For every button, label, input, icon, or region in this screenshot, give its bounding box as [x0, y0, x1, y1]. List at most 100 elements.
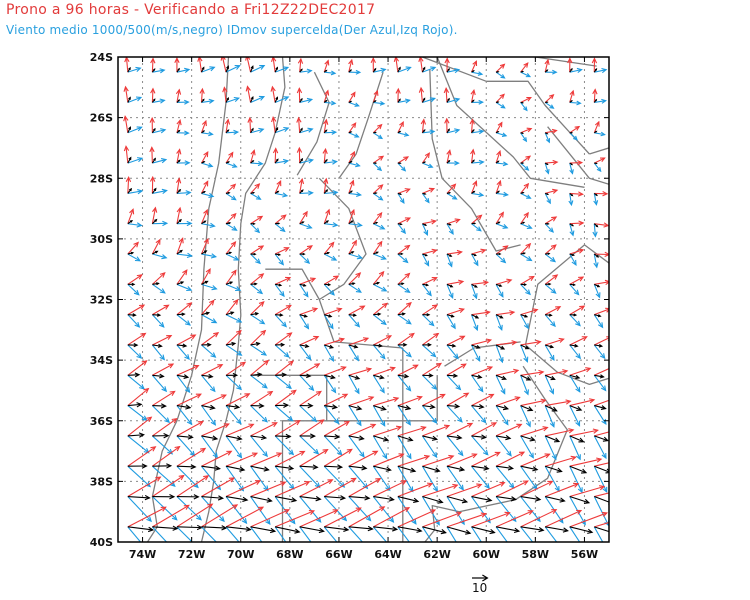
left-mover-vector-shaft [152, 363, 174, 376]
right-mover-vector-shaft [348, 465, 368, 489]
right-mover-vector [569, 162, 574, 175]
right-mover-vector-shaft [520, 496, 541, 522]
right-mover-vector [201, 314, 218, 324]
right-mover-vector-head [171, 514, 178, 521]
right-mover-vector-head [500, 104, 506, 109]
right-mover-vector-shaft [274, 435, 294, 455]
right-mover-vector-shaft [422, 66, 436, 73]
left-mover-vector [348, 58, 354, 73]
mean-wind-vector [545, 313, 553, 317]
right-mover-vector [201, 283, 218, 291]
left-mover-vector [123, 85, 129, 103]
right-mover-vector-head [233, 129, 240, 135]
mean-wind-vector [373, 465, 392, 472]
left-mover-vector-head [190, 334, 197, 340]
left-mover-vector-head [370, 423, 377, 429]
mean-wind-vector [250, 526, 277, 534]
mean-wind-vector [495, 405, 510, 411]
right-mover-vector-shaft [225, 526, 240, 542]
left-mover-vector-shaft [127, 416, 152, 437]
mean-wind-vector-shaft [471, 465, 489, 470]
right-mover-vector-head [278, 259, 285, 266]
left-mover-vector [197, 57, 203, 73]
left-mover-vector [245, 57, 252, 73]
right-mover-vector-shaft [544, 162, 549, 174]
right-mover-vector-shaft [544, 344, 555, 361]
left-mover-vector [176, 334, 197, 346]
mean-wind-vector [520, 314, 529, 318]
left-mover-vector [348, 450, 379, 467]
mean-wind-vector [274, 66, 278, 73]
mean-wind-vector [520, 70, 525, 73]
left-mover-vector [422, 187, 436, 194]
mean-wind-vector-head [379, 374, 385, 380]
mean-wind-vector-shaft [594, 374, 604, 378]
mean-wind-vector [348, 495, 371, 501]
right-mover-vector-shaft [520, 375, 529, 395]
left-mover-vector-head [377, 184, 384, 190]
right-mover-vector [299, 284, 309, 298]
right-mover-vector [594, 98, 608, 104]
mean-wind-vector-head [571, 253, 575, 257]
left-mover-vector [373, 335, 393, 346]
right-mover-vector [471, 435, 489, 456]
right-mover-vector-shaft [274, 66, 289, 73]
right-mover-vector [250, 314, 266, 325]
left-mover-vector-head [205, 268, 211, 275]
left-mover-vector-shaft [373, 367, 395, 376]
mean-wind-vector [275, 526, 301, 534]
mean-wind-vector-head [153, 187, 157, 192]
mean-wind-vector [201, 250, 208, 255]
mean-wind-vector-shaft [446, 374, 457, 377]
mean-wind-vector-shaft [545, 344, 554, 348]
right-mover-vector-shaft [323, 314, 334, 329]
left-mover-vector [299, 335, 320, 346]
right-mover-vector-shaft [471, 435, 489, 456]
right-mover-vector-shaft [372, 314, 387, 325]
mean-wind-vector-head [163, 433, 170, 439]
mean-wind-vector-shaft [250, 465, 269, 471]
mean-wind-vector-shaft [250, 495, 272, 502]
right-mover-vector-head [598, 322, 604, 329]
left-mover-vector-head [497, 121, 503, 128]
left-mover-vector-shaft [225, 506, 264, 528]
right-mover-vector-head [415, 551, 419, 556]
left-mover-vector [299, 448, 329, 467]
left-mover-vector [372, 184, 384, 194]
mean-wind-vector-head [361, 465, 368, 471]
mean-wind-vector [520, 435, 536, 442]
right-mover-vector-shaft [397, 435, 412, 459]
left-mover-vector-head [458, 307, 465, 313]
right-mover-vector [569, 344, 582, 360]
right-mover-vector [324, 129, 338, 135]
right-mover-vector-head [562, 550, 566, 555]
right-mover-vector-shaft [544, 132, 550, 143]
mean-wind-vector [299, 252, 306, 256]
mean-wind-vector [348, 100, 353, 103]
right-mover-vector [446, 67, 461, 74]
mean-wind-vector [372, 100, 377, 103]
left-mover-vector [470, 148, 476, 164]
right-mover-vector-head [575, 454, 581, 461]
mean-wind-vector [127, 432, 145, 438]
right-mover-vector-head [500, 257, 507, 264]
right-mover-vector [127, 157, 144, 164]
right-mover-vector [299, 190, 314, 196]
right-mover-vector [520, 132, 528, 143]
right-mover-vector [446, 374, 462, 391]
right-mover-vector-shaft [201, 405, 216, 426]
mean-wind-vector [397, 223, 403, 226]
left-mover-vector [471, 393, 495, 407]
mean-wind-vector-head [612, 531, 617, 535]
right-mover-vector-head [602, 486, 608, 494]
right-mover-vector [593, 374, 607, 392]
left-mover-vector-shaft [127, 274, 143, 285]
left-mover-vector-head [599, 485, 606, 491]
mean-wind-vector-head [431, 435, 439, 441]
right-mover-vector [593, 253, 599, 269]
right-mover-vector [372, 162, 383, 172]
mean-wind-vector-head [428, 373, 434, 378]
right-mover-vector-shaft [274, 223, 286, 232]
left-mover-vector [348, 367, 373, 376]
left-mover-vector-head [418, 86, 425, 93]
